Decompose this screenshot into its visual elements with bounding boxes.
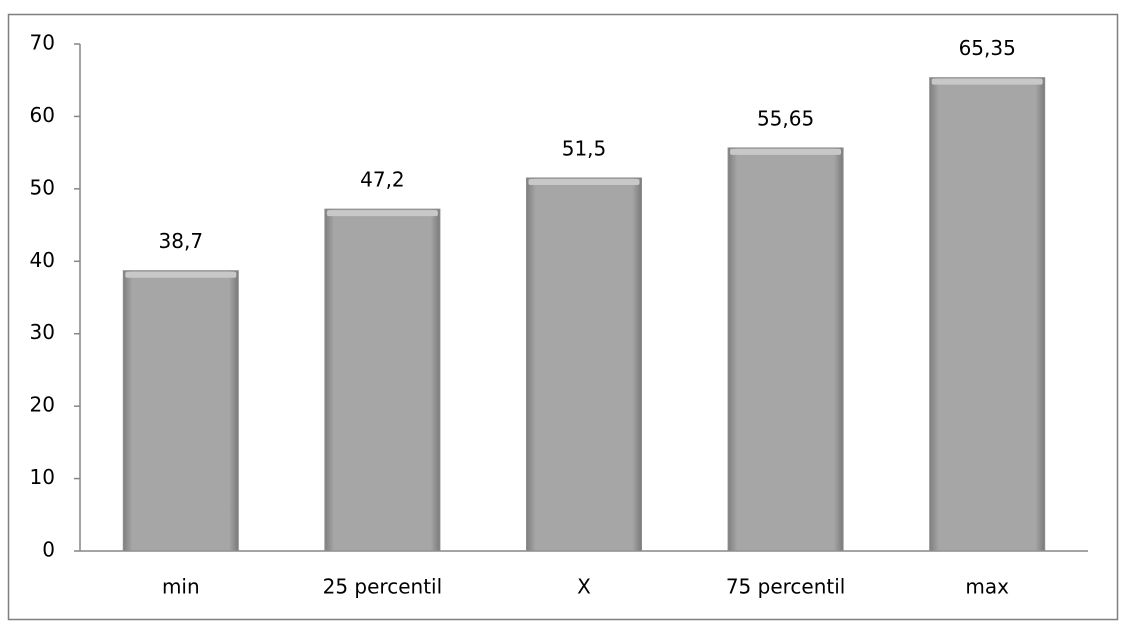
bar-bevel xyxy=(730,148,842,155)
y-tick-label: 30 xyxy=(30,320,55,344)
data-label: 38,7 xyxy=(159,229,204,253)
bar-bevel xyxy=(326,210,438,217)
y-tick-label: 20 xyxy=(30,393,55,417)
y-tick-label: 70 xyxy=(30,31,55,55)
x-tick-label: 25 percentil xyxy=(323,575,443,599)
bar-bevel xyxy=(125,271,237,278)
data-label: 51,5 xyxy=(562,136,607,160)
y-tick-label: 50 xyxy=(30,175,55,199)
bar xyxy=(526,177,642,552)
x-tick-label: min xyxy=(162,575,200,599)
bar xyxy=(122,270,239,552)
y-tick-label: 10 xyxy=(30,465,55,489)
bar xyxy=(727,147,844,552)
x-tick-label: max xyxy=(965,575,1009,599)
x-tick-label: 75 percentil xyxy=(726,575,846,599)
bar xyxy=(324,208,441,552)
y-tick-label: 40 xyxy=(30,248,55,272)
x-tick-label: X xyxy=(577,575,591,599)
bar-bevel xyxy=(528,178,640,185)
data-label: 55,65 xyxy=(757,106,814,130)
y-tick-label: 60 xyxy=(30,103,55,127)
bar-bevel xyxy=(931,78,1043,85)
data-label: 47,2 xyxy=(360,168,405,192)
bar xyxy=(929,77,1046,552)
data-label: 65,35 xyxy=(959,36,1016,60)
y-tick-label: 0 xyxy=(42,538,55,562)
